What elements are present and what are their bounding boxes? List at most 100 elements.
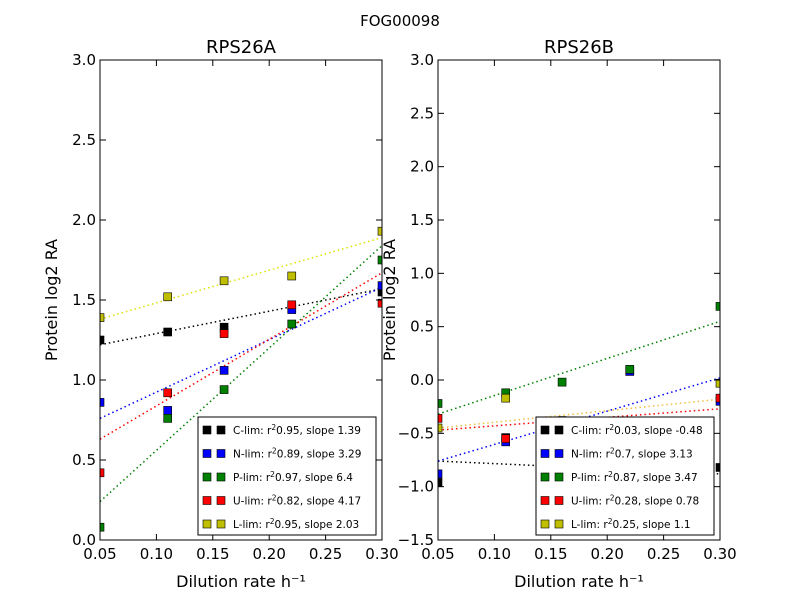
chart-panel-2: RPS26B 0.05 0.10 0.15 0.20 0.25 0.30 −1.5 −1.0 −0… — [380, 37, 737, 591]
trendline-u-lim — [100, 272, 382, 440]
legend-marker — [202, 425, 212, 435]
legend-label-u-lim: U-lim: r20.28, slope 0.78 — [571, 494, 699, 508]
data-point-l-lim — [501, 393, 510, 403]
trendline-n-lim — [100, 286, 382, 420]
legend-marker — [554, 425, 564, 435]
data-point-n-lim — [438, 469, 443, 479]
legend-marker — [554, 519, 564, 529]
x-tick-label: 0.20 — [590, 545, 623, 563]
y-tick-label: −1.5 — [398, 531, 434, 549]
data-point-p-lim — [100, 522, 105, 532]
legend-marker — [554, 449, 564, 458]
data-point-c-lim — [715, 463, 720, 472]
x-tick-label: 0.05 — [421, 545, 454, 563]
legend-marker — [540, 425, 550, 435]
legend-marker — [202, 449, 212, 458]
legend-label-u-lim: U-lim: r20.82, slope 4.17 — [233, 494, 361, 508]
figure-suptitle: FOG00098 — [360, 12, 440, 30]
x-axis-label: Dilution rate h⁻¹ — [514, 572, 644, 591]
legend-marker — [202, 472, 212, 482]
data-point-p-lim — [625, 365, 635, 374]
data-point-p-lim — [377, 255, 382, 265]
legend-marker — [216, 425, 226, 435]
legend-box — [197, 416, 377, 536]
data-point-n-lim — [163, 406, 172, 415]
legend-marker — [216, 519, 226, 529]
y-tick-label: 2.5 — [72, 131, 96, 149]
x-tick-label: 0.30 — [703, 545, 736, 563]
legend-label-n-lim: N-lim: r20.89, slope 3.29 — [233, 447, 361, 461]
data-point-u-lim — [100, 468, 105, 478]
trendline-l-lim — [100, 236, 382, 320]
data-point-c-lim — [438, 478, 443, 487]
axes-frame — [437, 59, 721, 541]
legend-label-c-lim: C-lim: r20.03, slope -0.48 — [571, 423, 703, 437]
y-tick-label: 3.0 — [72, 51, 96, 69]
data-point-l-lim — [377, 226, 382, 236]
x-tick-label: 0.15 — [196, 545, 229, 563]
legend-marker — [540, 496, 550, 505]
data-point-c-lim — [163, 327, 172, 337]
legend-label-n-lim: N-lim: r20.7, slope 3.13 — [571, 447, 693, 461]
legend-marker — [202, 519, 212, 529]
data-point-p-lim — [715, 302, 720, 311]
data-point-u-lim — [287, 300, 297, 310]
data-point-u-lim — [163, 388, 172, 398]
data-point-l-lim — [287, 271, 297, 281]
y-tick-label: 2.0 — [72, 211, 96, 229]
y-tick-label: 1.0 — [410, 264, 434, 282]
data-point-p-lim — [219, 385, 229, 394]
x-tick-label: 0.30 — [365, 545, 398, 563]
chart-panel-1: RPS26A 0.05 0.10 0.15 0.20 0.25 0.30 0.0 0.5 1.0 1… — [42, 37, 399, 591]
data-point-l-lim — [438, 423, 443, 433]
data-point-n-lim — [100, 398, 105, 407]
trendline-p-lim — [100, 245, 382, 503]
x-tick-label: 0.25 — [309, 545, 342, 563]
chart-title: RPS26B — [544, 37, 614, 58]
data-point-l-lim — [219, 276, 229, 286]
x-tick-label: 0.10 — [478, 545, 511, 563]
chart-title: RPS26A — [206, 37, 277, 58]
y-tick-label: 2.5 — [410, 104, 434, 122]
trendline-c-lim — [100, 288, 382, 346]
data-point-p-lim — [557, 377, 567, 387]
y-tick-label: 1.5 — [410, 211, 434, 229]
x-tick-label: 0.05 — [83, 545, 116, 563]
plot-area — [100, 226, 382, 532]
y-axis-label: Protein log2 RA — [380, 239, 399, 361]
x-axis-label: Dilution rate h⁻¹ — [176, 572, 306, 591]
y-tick-label: 0.5 — [72, 451, 96, 469]
data-point-p-lim — [438, 399, 443, 408]
y-tick-label: 0.0 — [72, 531, 96, 549]
y-tick-label: 2.0 — [410, 158, 434, 176]
legend-marker — [540, 449, 550, 458]
legend-marker — [216, 472, 226, 482]
data-point-u-lim — [377, 298, 382, 308]
data-point-n-lim — [219, 366, 229, 375]
data-point-c-lim — [100, 335, 105, 345]
x-tick-label: 0.15 — [534, 545, 567, 563]
data-point-u-lim — [715, 393, 720, 403]
legend: C-lim: r20.95, slope 1.39 N-lim: r20.89, … — [197, 416, 377, 536]
data-point-u-lim — [219, 329, 229, 338]
y-tick-label: 3.0 — [410, 51, 434, 69]
trendline-p-lim — [438, 320, 720, 415]
legend-box — [535, 416, 715, 536]
legend-marker — [540, 519, 550, 529]
y-tick-label: 1.0 — [72, 371, 96, 389]
data-point-n-lim — [377, 281, 382, 290]
data-point-l-lim — [100, 313, 105, 322]
x-tick-label: 0.10 — [140, 545, 173, 563]
legend-marker — [216, 496, 226, 505]
legend-label-p-lim: P-lim: r20.87, slope 3.47 — [571, 470, 698, 484]
y-tick-label: −1.0 — [398, 478, 434, 496]
legend-marker — [540, 472, 550, 482]
legend-label-l-lim: L-lim: r20.25, slope 1.1 — [571, 517, 691, 531]
legend-label-p-lim: P-lim: r20.97, slope 6.4 — [233, 470, 353, 484]
data-point-l-lim — [715, 378, 720, 388]
data-point-p-lim — [287, 319, 297, 329]
legend-marker — [216, 449, 226, 458]
data-point-p-lim — [163, 414, 172, 423]
